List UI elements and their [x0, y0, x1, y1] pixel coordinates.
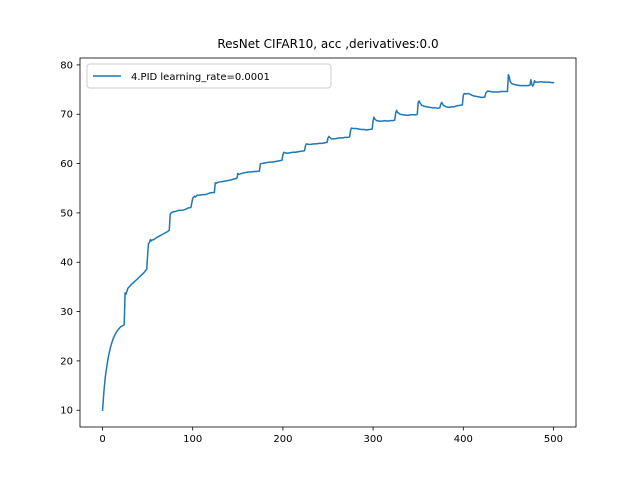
y-tick-label-20: 20 — [60, 356, 73, 367]
x-tick-label-100: 100 — [183, 434, 202, 445]
y-tick-label-70: 70 — [60, 110, 73, 121]
y-tick-label-40: 40 — [60, 258, 73, 269]
y-tick-label-50: 50 — [60, 208, 73, 219]
x-tick-label-300: 300 — [364, 434, 383, 445]
legend-label-0: 4.PID learning_rate=0.0001 — [131, 72, 270, 83]
x-tick-label-400: 400 — [454, 434, 473, 445]
chart-title: ResNet CIFAR10, acc ,derivatives:0.0 — [217, 37, 438, 51]
y-tick-label-80: 80 — [60, 60, 73, 71]
axes-frame — [79, 57, 577, 428]
plot-area: 0 100 200 300 400 500 10 20 30 40 50 60 70 80 4.PID le… — [60, 57, 577, 445]
y-tick-label-60: 60 — [60, 159, 73, 170]
x-tick-label-200: 200 — [273, 434, 292, 445]
y-tick-label-10: 10 — [60, 406, 73, 417]
x-tick-label-0: 0 — [99, 434, 105, 445]
legend-box — [86, 63, 332, 89]
y-tick-label-30: 30 — [60, 307, 73, 318]
series-line-0 — [101, 74, 555, 412]
x-tick-label-500: 500 — [544, 434, 563, 445]
